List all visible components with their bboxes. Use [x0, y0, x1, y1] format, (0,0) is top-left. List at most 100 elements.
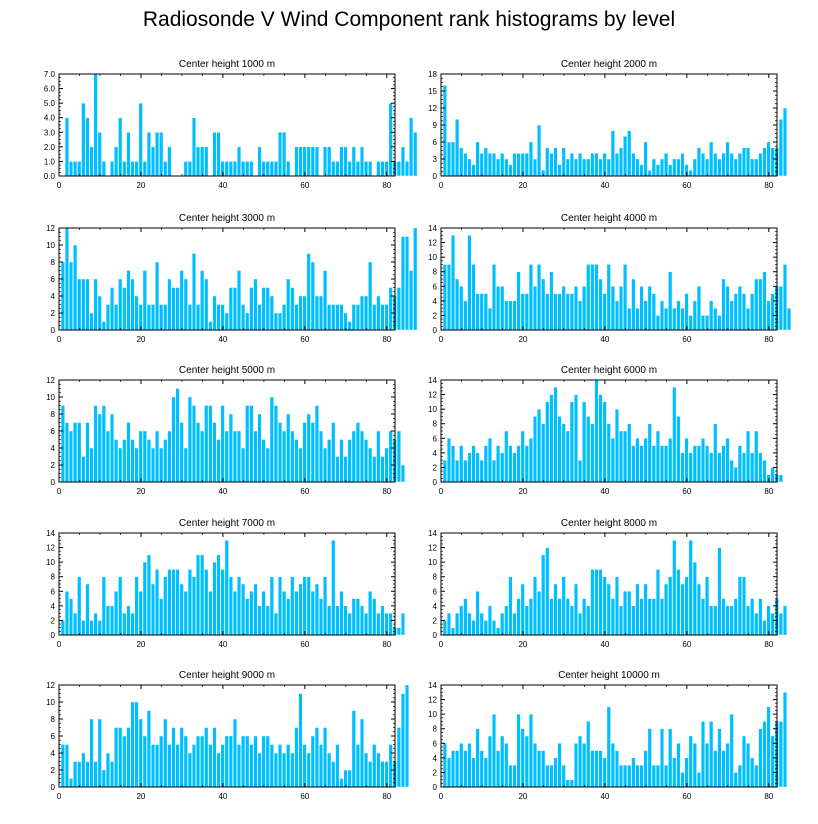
- histogram-bar: [380, 304, 385, 331]
- y-tick-label: 12: [428, 239, 437, 248]
- histogram-bar: [122, 612, 127, 636]
- histogram-bar: [500, 735, 505, 788]
- x-tick-label: 20: [136, 792, 145, 801]
- histogram-bar: [400, 612, 405, 636]
- histogram-bar: [733, 158, 738, 177]
- histogram-bar: [516, 713, 521, 788]
- y-tick-label: 2: [51, 461, 56, 470]
- histogram-bar: [81, 620, 86, 636]
- histogram-bar: [142, 561, 147, 636]
- x-tick-label: 60: [682, 487, 691, 496]
- histogram-bar: [310, 735, 315, 788]
- histogram-bar: [451, 750, 456, 788]
- histogram-bar: [282, 752, 287, 788]
- histogram-bar: [741, 147, 746, 177]
- histogram-bar: [619, 430, 624, 483]
- histogram-bar: [770, 293, 775, 331]
- histogram-bar: [97, 295, 102, 331]
- histogram-bar: [590, 750, 595, 788]
- histogram-bar: [660, 158, 665, 177]
- histogram-bar: [191, 117, 196, 177]
- x-tick-label: 0: [57, 181, 62, 190]
- histogram-bar: [635, 158, 640, 177]
- histogram-bar: [310, 591, 315, 636]
- histogram-bar: [359, 146, 364, 177]
- histogram-bar: [631, 445, 636, 483]
- y-tick-label: 0: [433, 478, 438, 487]
- histogram-bar: [512, 153, 517, 177]
- histogram-bar: [380, 456, 385, 483]
- histogram-bar: [142, 735, 147, 788]
- x-tick-label: 60: [300, 487, 309, 496]
- y-tick-label: 3.0: [44, 128, 56, 137]
- histogram-bar: [561, 423, 566, 483]
- histogram-bar: [122, 161, 127, 177]
- histogram-bar: [294, 727, 299, 788]
- histogram-bar: [306, 146, 311, 177]
- histogram-bar: [400, 146, 405, 177]
- histogram-bar: [778, 721, 783, 788]
- x-tick-label: 40: [218, 792, 227, 801]
- y-tick-label: 12: [428, 104, 437, 113]
- histogram-bar: [126, 422, 131, 483]
- histogram-bar: [762, 271, 767, 331]
- histogram-bar: [635, 307, 640, 331]
- histogram-bar: [101, 321, 106, 331]
- histogram-bar: [204, 405, 209, 483]
- histogram-bar: [60, 405, 65, 483]
- histogram-bar: [451, 141, 456, 177]
- histogram-bar: [253, 430, 258, 483]
- histogram-bar: [733, 293, 738, 331]
- histogram-bar: [598, 394, 603, 483]
- histogram-bar: [343, 769, 348, 788]
- histogram-bar: [778, 286, 783, 331]
- y-tick-label: 10: [428, 253, 437, 262]
- histogram-bar: [492, 713, 497, 788]
- histogram-bar: [496, 750, 501, 788]
- histogram-bar: [118, 278, 123, 331]
- histogram-bar: [216, 439, 221, 483]
- histogram-bar: [446, 612, 451, 636]
- histogram-bar: [159, 447, 164, 483]
- histogram-bar: [364, 752, 369, 788]
- histogram-bar: [619, 147, 624, 177]
- histogram-bar: [553, 387, 558, 483]
- histogram-bar: [163, 576, 168, 636]
- histogram-bar: [126, 605, 131, 636]
- histogram-bar: [446, 264, 451, 331]
- histogram-bar: [463, 598, 468, 636]
- y-tick-label: 2: [51, 309, 56, 318]
- histogram-bar: [130, 701, 135, 788]
- histogram-bar: [376, 161, 381, 177]
- histogram-bar: [319, 295, 324, 331]
- histogram-bar: [191, 253, 196, 331]
- histogram-bar: [359, 295, 364, 331]
- histogram-bar: [602, 757, 607, 788]
- histogram-bar: [721, 598, 726, 636]
- histogram-bar: [69, 598, 74, 636]
- histogram-bar: [729, 153, 734, 177]
- histogram-bar: [339, 304, 344, 331]
- histogram-bar: [627, 591, 632, 636]
- histogram-bar: [118, 576, 123, 636]
- histogram-bar: [623, 430, 628, 483]
- histogram-bar: [110, 761, 115, 788]
- histogram-bar: [204, 569, 209, 636]
- histogram-bar: [746, 743, 751, 788]
- histogram-bar: [541, 423, 546, 483]
- histogram-bar: [545, 764, 550, 788]
- histogram-bar: [500, 452, 505, 483]
- histogram-bar: [455, 612, 460, 636]
- histogram-bar: [265, 605, 270, 636]
- x-tick-label: 20: [136, 640, 145, 649]
- histogram-bar: [204, 727, 209, 788]
- histogram-bar: [77, 576, 82, 636]
- histogram-bar: [347, 439, 352, 483]
- histogram-bar: [314, 583, 319, 636]
- histogram-bar: [126, 727, 131, 788]
- histogram-bar: [216, 132, 221, 177]
- histogram-bar: [676, 300, 681, 331]
- histogram-bar: [159, 304, 164, 331]
- histogram-bar: [549, 598, 554, 636]
- histogram-bar: [110, 413, 115, 483]
